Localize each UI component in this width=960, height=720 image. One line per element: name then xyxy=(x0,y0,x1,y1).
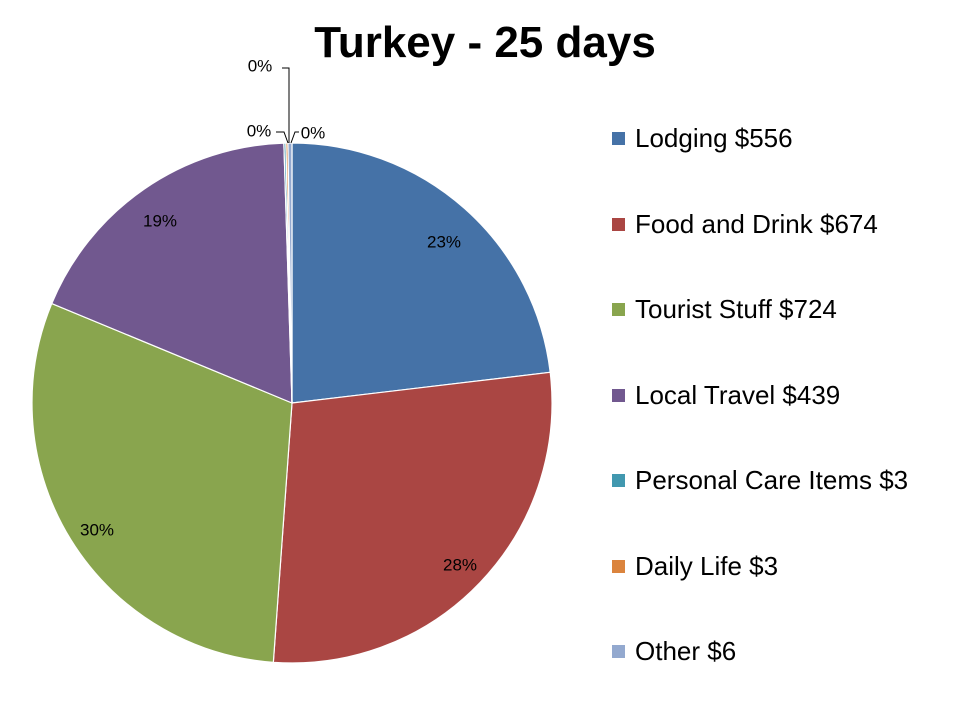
pie-slice-1 xyxy=(272,371,553,664)
legend-label-3: Local Travel $439 xyxy=(635,379,841,410)
legend-label-5: Daily Life $3 xyxy=(635,550,779,581)
pie-slices xyxy=(31,142,553,664)
slice-percent-label-4: 0% xyxy=(248,56,273,75)
legend-label-6: Other $6 xyxy=(635,636,737,666)
legend-label-0: Lodging $556 xyxy=(635,123,793,153)
legend-item-2: Tourist Stuff $724 xyxy=(612,287,957,373)
legend-item-4: Personal Care Items $3 xyxy=(612,458,957,544)
leader-line-6 xyxy=(290,131,299,144)
legend-label-4: Personal Care Items $3 xyxy=(635,465,909,495)
legend-item-0: Lodging $556 xyxy=(612,116,957,202)
slice-percent-label-6: 0% xyxy=(301,123,326,142)
legend-item-3: Local Travel $439 xyxy=(612,373,957,459)
slice-labels: 23% 28% 30% 19% 0% 0% 0% xyxy=(80,56,477,574)
slice-percent-label-0: 23% xyxy=(427,232,461,251)
legend-label-1: Food and Drink $674 xyxy=(635,208,878,239)
legend-swatch-4 xyxy=(612,474,625,487)
legend-label-2: Tourist Stuff $724 xyxy=(635,294,837,324)
slice-percent-label-2: 30% xyxy=(80,520,114,539)
slice-percent-label-1: 28% xyxy=(443,555,477,574)
legend-swatch-1 xyxy=(612,217,625,231)
leader-line-5 xyxy=(276,131,289,144)
legend-item-5: Daily Life $3 xyxy=(612,544,957,630)
pie-slice-0 xyxy=(291,142,551,404)
leader-lines xyxy=(276,67,299,144)
pie-slice-6 xyxy=(287,142,293,404)
legend-swatch-6 xyxy=(612,645,625,658)
leader-line-4 xyxy=(282,67,290,143)
legend-swatch-5 xyxy=(612,559,625,573)
slice-percent-label-3: 19% xyxy=(143,211,177,230)
chart-title: Turkey - 25 days xyxy=(314,18,656,67)
legend-item-6: Other $6 xyxy=(612,629,957,715)
legend-swatch-3 xyxy=(612,388,625,402)
pie-slice-2 xyxy=(31,302,293,663)
legend-swatch-2 xyxy=(612,303,625,316)
legend-item-1: Food and Drink $674 xyxy=(612,202,957,288)
pie-slice-3 xyxy=(50,142,293,404)
slice-percent-label-5: 0% xyxy=(247,121,272,140)
legend-swatch-0 xyxy=(612,132,625,145)
legend: Lodging $556 Food and Drink $674 Tourist S… xyxy=(612,116,957,715)
